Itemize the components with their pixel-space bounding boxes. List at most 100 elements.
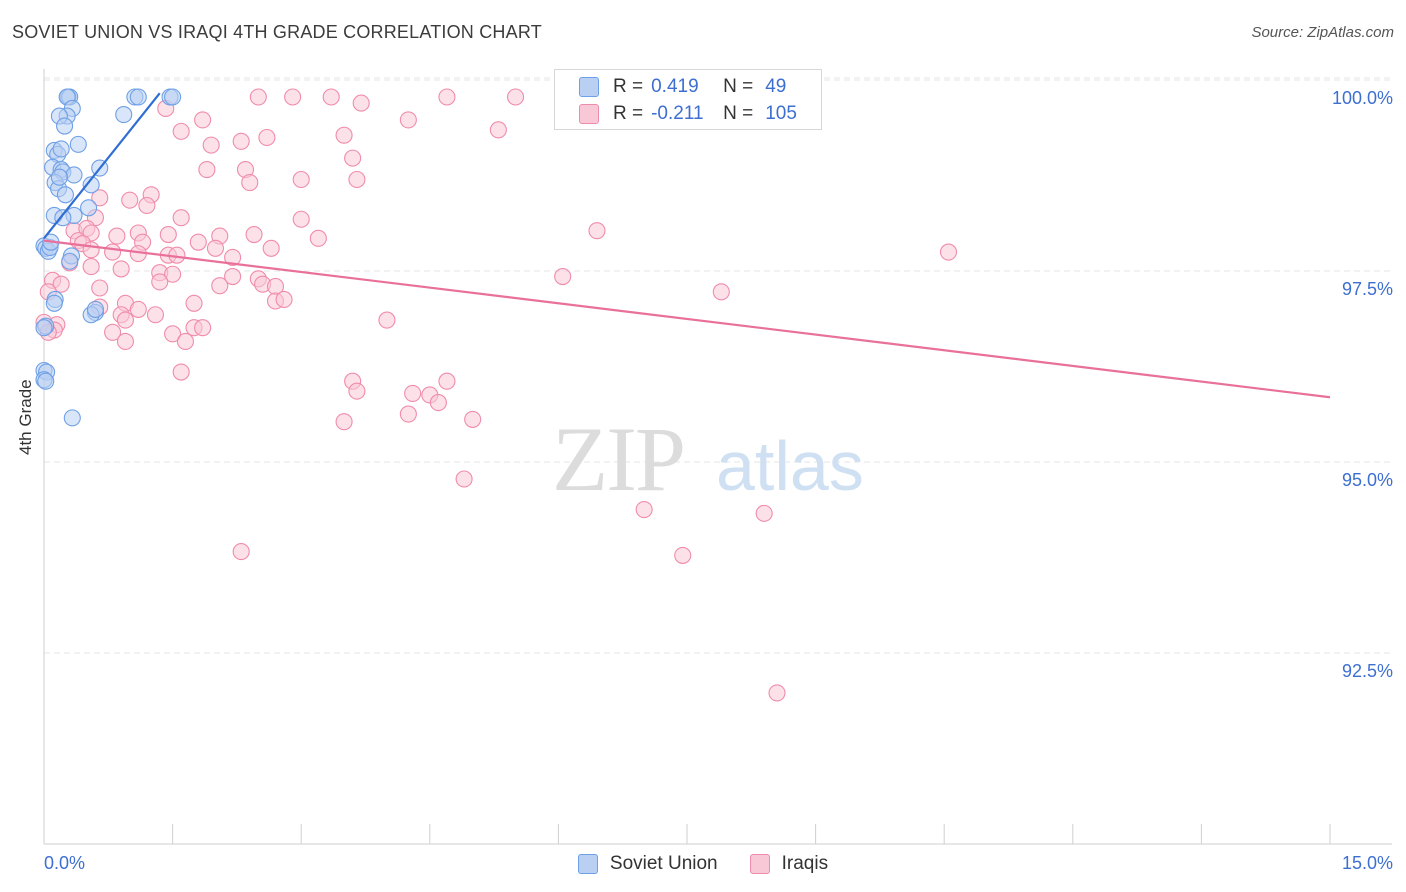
iraqis-point-14 xyxy=(258,128,276,147)
iraqis-point-3 xyxy=(438,88,456,106)
iraqis-point-68 xyxy=(712,283,730,301)
soviet-union-swatch xyxy=(579,77,599,97)
iraqis-point-50 xyxy=(224,248,242,266)
iraqis-point-94 xyxy=(404,384,422,402)
iraqis-point-99 xyxy=(455,470,473,488)
iraqis-point-54 xyxy=(112,260,130,278)
iraqis-point-59 xyxy=(554,267,572,286)
iraqis-point-104 xyxy=(768,684,786,702)
iraqis-point-63 xyxy=(211,277,229,295)
iraqis-point-98 xyxy=(335,413,353,431)
soviet-union-point-25 xyxy=(80,199,98,217)
chart-source: Source: ZipAtlas.com xyxy=(1251,24,1394,41)
iraqis-point-45 xyxy=(82,241,100,259)
soviet-union-point-11 xyxy=(56,117,74,135)
iraqis-point-88 xyxy=(176,332,195,351)
iraqis-point-78 xyxy=(378,311,396,329)
iraqis-point-38 xyxy=(309,229,327,247)
iraqis-point-96 xyxy=(399,405,417,423)
x-tick-label-0: 0.0% xyxy=(44,853,85,873)
iraqis-point-46 xyxy=(104,243,122,261)
soviet-union-point-22 xyxy=(82,176,100,194)
iraqis-point-91 xyxy=(438,372,456,390)
iraqis-swatch xyxy=(579,104,599,124)
iraqis-point-85 xyxy=(164,325,182,343)
iraqis-point-4 xyxy=(506,88,525,106)
iraqis-point-71 xyxy=(185,294,203,312)
iraqis-point-23 xyxy=(121,191,139,209)
iraqis-point-26 xyxy=(172,209,190,227)
iraqis-point-9 xyxy=(399,111,417,129)
iraqis-trend-line xyxy=(43,239,1331,399)
soviet-union-point-28 xyxy=(54,209,72,227)
iraqis-point-15 xyxy=(202,136,220,154)
iraqis-point-51 xyxy=(939,243,958,261)
y-tick-label-0: 100.0% xyxy=(1332,88,1393,108)
iraqis-point-44 xyxy=(262,239,280,257)
iraqis-point-42 xyxy=(189,233,207,251)
chart-title: SOVIET UNION VS IRAQI 4TH GRADE CORRELAT… xyxy=(12,22,542,42)
soviet-union-point-44 xyxy=(37,372,55,390)
iraqis-point-11 xyxy=(489,121,507,139)
iraqis-point-10 xyxy=(172,122,190,140)
soviet-union-point-24 xyxy=(56,186,74,204)
watermark-atlas: atlas xyxy=(716,427,864,505)
iraqis-point-62 xyxy=(151,273,169,291)
r-label: R = xyxy=(613,103,644,124)
legend-row-iraqis: R = -0.211 N = 105 xyxy=(579,101,797,127)
iraqis-point-20 xyxy=(348,170,366,189)
soviet-union-point-46 xyxy=(86,300,104,318)
iraqis-point-70 xyxy=(275,290,293,309)
iraqis-point-37 xyxy=(588,222,606,240)
watermark-zip: ZIP xyxy=(552,408,684,510)
iraqis-point-53 xyxy=(82,258,100,276)
soviet-union-point-6 xyxy=(164,88,182,106)
r-label: R = xyxy=(613,76,644,97)
soviet-union-point-36 xyxy=(45,294,63,312)
iraqis-n-value: 105 xyxy=(765,103,797,124)
iraqis-point-36 xyxy=(245,225,263,244)
iraqis-point-61 xyxy=(52,275,70,293)
x-tick-label-1: 15.0% xyxy=(1342,853,1393,873)
iraqis-point-8 xyxy=(194,111,212,129)
soviet-union-point-4 xyxy=(129,88,147,106)
iraqis-point-13 xyxy=(335,126,353,144)
iraqis-point-103 xyxy=(232,543,250,561)
soviet-union-r-value: 0.419 xyxy=(651,76,699,97)
iraqis-point-92 xyxy=(348,382,366,400)
iraqis-point-89 xyxy=(172,363,190,381)
iraqis-point-102 xyxy=(674,546,692,564)
soviet-union-point-40 xyxy=(35,319,53,337)
soviet-union-n-value: 49 xyxy=(765,76,787,97)
iraqis-point-17 xyxy=(198,161,216,179)
legend-row-soviet-union: R = 0.419 N = 49 xyxy=(579,74,786,100)
series-legend: Soviet Union Iraqis xyxy=(0,851,1406,877)
soviet-union-point-45 xyxy=(63,409,81,427)
iraqis-point-65 xyxy=(91,279,109,297)
iraqis-point-77 xyxy=(116,311,134,329)
soviet-union-trend-line xyxy=(43,92,161,240)
iraqis-point-28 xyxy=(292,210,310,228)
legend-item-iraqis: Iraqis xyxy=(749,853,828,875)
iraqis-point-21 xyxy=(241,174,259,192)
y-tick-label-2: 95.0% xyxy=(1342,470,1393,490)
soviet-union-point-10 xyxy=(115,106,133,124)
iraqis-point-2 xyxy=(322,88,340,106)
iraqis-point-87 xyxy=(116,332,134,351)
iraqis-point-100 xyxy=(635,501,653,519)
iraqis-point-76 xyxy=(146,306,165,324)
soviet-union-point-15 xyxy=(52,140,70,158)
soviet-union-point-47 xyxy=(50,168,68,186)
iraqis-point-97 xyxy=(464,410,482,428)
soviet-union-legend-swatch xyxy=(577,854,598,874)
soviet-union-point-34 xyxy=(61,252,79,270)
legend-item-soviet-union: Soviet Union xyxy=(577,853,718,875)
iraqis-point-6 xyxy=(352,94,370,112)
n-label: N = xyxy=(723,103,754,124)
iraqis-legend-swatch xyxy=(749,854,770,874)
iraqis-point-57 xyxy=(224,267,242,286)
iraqis-point-16 xyxy=(344,149,362,167)
stats-legend: R = 0.419 N = 49 R = -0.211 N = 105 xyxy=(554,69,822,130)
n-label: N = xyxy=(723,76,754,97)
